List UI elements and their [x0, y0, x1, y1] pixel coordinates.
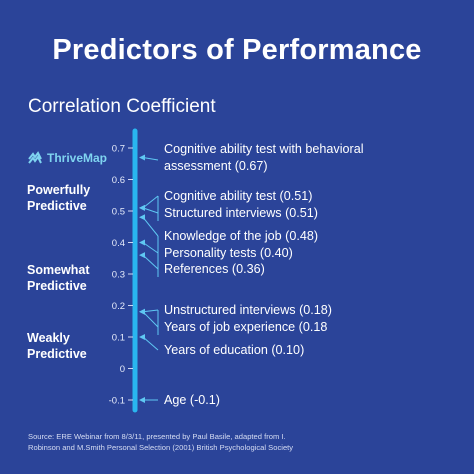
- predictor-label: Age (-0.1): [164, 393, 220, 407]
- connector-line: [142, 216, 159, 237]
- predictor-label: Cognitive ability test with behavioral: [164, 142, 364, 156]
- band-label-line2: Predictive: [27, 199, 87, 213]
- band-label-line2: Predictive: [27, 347, 87, 361]
- tick-label: -0.1: [109, 396, 125, 407]
- connector-line: [142, 207, 159, 214]
- predictor-label: Cognitive ability test (0.51): [164, 189, 312, 203]
- band-weakly-predictive: Weakly Predictive: [27, 330, 87, 362]
- connector-line: [142, 242, 159, 254]
- connector-line: [142, 156, 159, 161]
- connector-line: [142, 254, 159, 270]
- predictor-label: Personality tests (0.40): [164, 246, 293, 260]
- tick-label: 0.7: [112, 144, 125, 155]
- predictor-label: Unstructured interviews (0.18): [164, 303, 332, 317]
- source-line1: Source: ERE Webinar from 8/3/11, present…: [28, 432, 286, 441]
- axis-title: Correlation Coefficient: [28, 96, 216, 117]
- band-powerfully-predictive: Powerfully Predictive: [27, 182, 90, 214]
- connector-arrowhead: [139, 308, 145, 315]
- source-line2: Robinson and M.Smith Personal Selection …: [28, 443, 294, 452]
- predictor-label: Years of job experience (0.18: [164, 320, 327, 334]
- tick-label: 0.4: [112, 238, 125, 249]
- connector-arrowhead: [139, 239, 145, 246]
- connector-arrowhead: [139, 214, 145, 221]
- tick-label: 0.3: [112, 270, 125, 281]
- brand-logo: ThriveMap: [27, 149, 107, 167]
- band-label-line1: Weakly: [27, 331, 70, 345]
- page-title: Predictors of Performance: [52, 34, 422, 66]
- band-label-line1: Powerfully: [27, 183, 91, 197]
- band-somewhat-predictive: Somewhat Predictive: [27, 262, 90, 294]
- predictor-label: Years of education (0.10): [164, 343, 304, 357]
- source-note: Source: ERE Webinar from 8/3/11, present…: [28, 431, 293, 453]
- connector-line: [142, 311, 159, 328]
- tick-label: 0.5: [112, 207, 125, 218]
- connector-line: [142, 309, 159, 313]
- tick-label: 0.2: [112, 301, 125, 312]
- brand-name: ThriveMap: [47, 151, 108, 165]
- connector-arrowhead: [139, 397, 145, 403]
- predictor-label: References (0.36): [164, 262, 265, 276]
- tick-label: 0.1: [112, 333, 125, 344]
- predictor-label: Structured interviews (0.51): [164, 206, 318, 220]
- thrivemap-logo-icon: [28, 151, 42, 164]
- connector-arrowhead: [139, 252, 145, 259]
- band-label-line2: Predictive: [27, 279, 87, 293]
- connector-arrowhead: [139, 334, 145, 340]
- tick-label: 0.6: [112, 175, 125, 186]
- predictor-label-line2: assessment (0.67): [164, 159, 268, 173]
- connector-line: [142, 195, 159, 209]
- connector-arrowhead: [139, 204, 145, 211]
- predictor-label: Knowledge of the job (0.48): [164, 229, 318, 243]
- tick-label: 0: [120, 364, 125, 375]
- band-label-line1: Somewhat: [27, 263, 90, 277]
- connector-line: [142, 336, 159, 351]
- connector-arrowhead: [139, 154, 145, 161]
